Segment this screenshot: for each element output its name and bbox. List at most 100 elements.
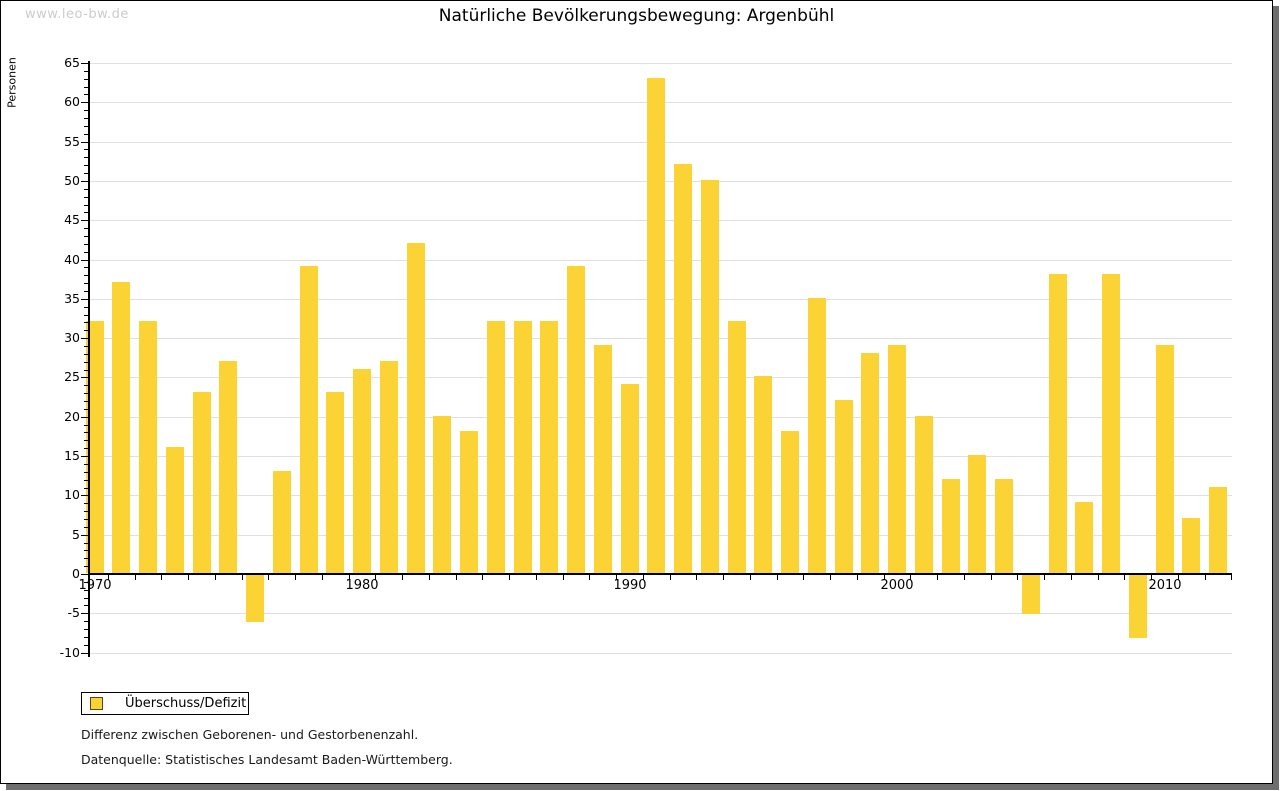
y-minor-tick bbox=[84, 244, 88, 245]
x-tick bbox=[563, 575, 564, 580]
chart-title: Natürliche Bevölkerungsbewegung: Argenbü… bbox=[438, 6, 835, 26]
y-minor-tick bbox=[84, 448, 88, 449]
y-minor-tick bbox=[84, 157, 88, 158]
y-major-tick bbox=[81, 181, 88, 182]
y-major-tick bbox=[81, 338, 88, 339]
x-tick bbox=[750, 575, 751, 580]
bar bbox=[995, 479, 1013, 573]
footnote-definition: Differenz zwischen Geborenen- und Gestor… bbox=[81, 727, 419, 742]
y-axis-line bbox=[88, 61, 90, 657]
x-tick bbox=[777, 575, 778, 580]
x-tick bbox=[268, 575, 269, 580]
bar bbox=[1156, 345, 1174, 573]
y-tick-label: 15 bbox=[64, 448, 80, 463]
x-tick-label: 1980 bbox=[345, 578, 379, 593]
bar bbox=[407, 243, 425, 573]
y-minor-tick bbox=[84, 118, 88, 119]
x-tick bbox=[242, 575, 243, 580]
bar bbox=[808, 298, 826, 573]
y-minor-tick bbox=[84, 291, 88, 292]
x-tick bbox=[857, 575, 858, 580]
x-tick bbox=[375, 575, 376, 580]
y-tick-label: 25 bbox=[64, 369, 80, 384]
y-tick-label: 45 bbox=[64, 212, 80, 227]
y-minor-tick bbox=[84, 315, 88, 316]
y-minor-tick bbox=[84, 637, 88, 638]
y-minor-tick bbox=[84, 511, 88, 512]
bar bbox=[647, 78, 665, 573]
x-tick bbox=[429, 575, 430, 580]
x-tick bbox=[402, 575, 403, 580]
y-tick-label: 40 bbox=[64, 252, 80, 267]
y-minor-tick bbox=[84, 401, 88, 402]
x-tick bbox=[349, 575, 350, 580]
x-tick bbox=[910, 575, 911, 580]
y-minor-tick bbox=[84, 385, 88, 386]
y-minor-tick bbox=[84, 110, 88, 111]
footnote-source: Datenquelle: Statistisches Landesamt Bad… bbox=[81, 752, 453, 767]
bar bbox=[781, 431, 799, 573]
bar bbox=[1129, 575, 1147, 638]
y-minor-tick bbox=[84, 543, 88, 544]
y-minor-tick bbox=[84, 252, 88, 253]
bar bbox=[246, 575, 264, 622]
x-tick bbox=[1231, 575, 1232, 580]
bar bbox=[433, 416, 451, 573]
y-minor-tick bbox=[84, 346, 88, 347]
x-tick-label: 2010 bbox=[1148, 578, 1182, 593]
y-minor-tick bbox=[84, 197, 88, 198]
y-tick-label: 35 bbox=[64, 291, 80, 306]
bar bbox=[540, 321, 558, 573]
bar bbox=[380, 361, 398, 573]
x-tick bbox=[1098, 575, 1099, 580]
y-minor-tick bbox=[84, 212, 88, 213]
x-tick bbox=[937, 575, 938, 580]
y-minor-tick bbox=[84, 149, 88, 150]
x-tick bbox=[1124, 575, 1125, 580]
y-minor-tick bbox=[84, 134, 88, 135]
y-major-tick bbox=[81, 613, 88, 614]
x-tick bbox=[215, 575, 216, 580]
y-minor-tick bbox=[84, 322, 88, 323]
y-minor-tick bbox=[84, 370, 88, 371]
bar bbox=[1075, 502, 1093, 573]
bar bbox=[487, 321, 505, 573]
y-tick-label: 0 bbox=[72, 566, 80, 581]
bar bbox=[754, 376, 772, 573]
x-tick bbox=[696, 575, 697, 580]
y-minor-tick bbox=[84, 393, 88, 394]
y-minor-tick bbox=[84, 94, 88, 95]
y-minor-tick bbox=[84, 173, 88, 174]
bar bbox=[621, 384, 639, 573]
bar bbox=[674, 164, 692, 573]
bar bbox=[1022, 575, 1040, 614]
y-tick-label: 65 bbox=[64, 55, 80, 70]
y-gridline bbox=[89, 653, 1232, 654]
y-minor-tick bbox=[84, 582, 88, 583]
y-major-tick bbox=[81, 142, 88, 143]
x-tick bbox=[589, 575, 590, 580]
x-tick bbox=[536, 575, 537, 580]
y-minor-tick bbox=[84, 645, 88, 646]
y-minor-tick bbox=[84, 488, 88, 489]
y-tick-label: 10 bbox=[64, 487, 80, 502]
y-major-tick bbox=[81, 456, 88, 457]
x-tick bbox=[1205, 575, 1206, 580]
x-axis-line bbox=[89, 573, 1232, 575]
x-tick bbox=[803, 575, 804, 580]
y-minor-tick bbox=[84, 409, 88, 410]
y-major-tick bbox=[81, 260, 88, 261]
y-major-tick bbox=[81, 574, 88, 575]
y-minor-tick bbox=[84, 307, 88, 308]
bar bbox=[353, 369, 371, 573]
bar bbox=[460, 431, 478, 573]
x-tick bbox=[161, 575, 162, 580]
y-minor-tick bbox=[84, 519, 88, 520]
y-minor-tick bbox=[84, 480, 88, 481]
y-minor-tick bbox=[84, 236, 88, 237]
bar bbox=[942, 479, 960, 573]
x-tick bbox=[964, 575, 965, 580]
y-tick-label: 5 bbox=[72, 527, 80, 542]
y-minor-tick bbox=[84, 362, 88, 363]
